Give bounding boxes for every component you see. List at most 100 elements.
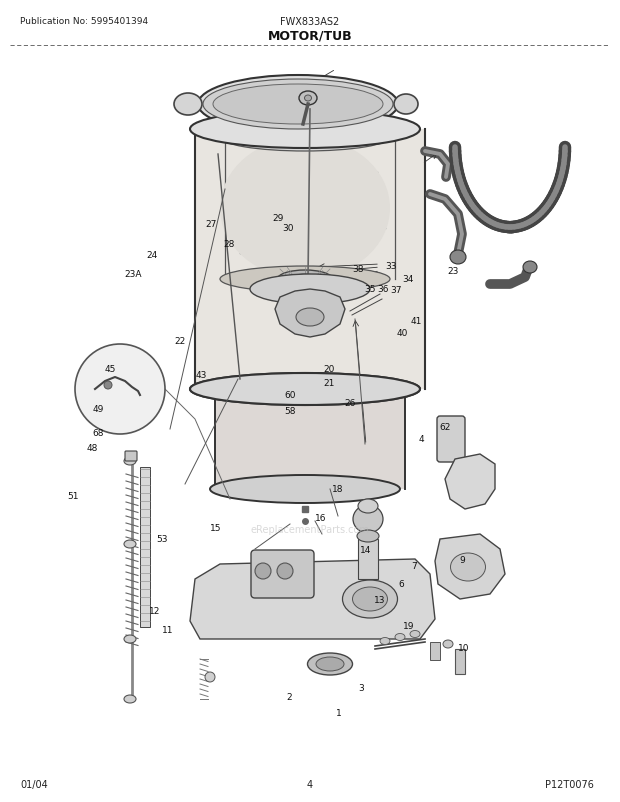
Text: 18: 18 [332,484,343,494]
Ellipse shape [523,261,537,273]
Bar [358,539,378,579]
Bar [215,390,405,489]
Ellipse shape [190,374,420,406]
Ellipse shape [304,96,311,102]
FancyBboxPatch shape [251,550,314,598]
Text: 01/04: 01/04 [20,779,48,789]
Ellipse shape [358,500,378,513]
Text: 51: 51 [68,491,79,500]
Text: 41: 41 [411,316,422,326]
Bar [430,642,440,660]
Ellipse shape [220,124,390,152]
Ellipse shape [124,457,136,465]
Text: 28: 28 [224,240,235,249]
Text: 36: 36 [378,284,389,294]
Bar [455,649,465,674]
Text: 35: 35 [365,284,376,294]
Text: 7: 7 [411,561,417,571]
Text: 37: 37 [390,286,401,295]
Ellipse shape [277,563,293,579]
Ellipse shape [198,76,398,134]
Text: eReplacementParts.com: eReplacementParts.com [250,525,370,534]
Ellipse shape [220,138,390,280]
Ellipse shape [124,541,136,549]
Polygon shape [275,290,345,338]
Text: MOTOR/TUB: MOTOR/TUB [268,30,352,43]
Text: Publication No: 5995401394: Publication No: 5995401394 [20,18,148,26]
Ellipse shape [451,553,485,581]
Text: 53: 53 [157,534,168,544]
Text: 10: 10 [458,643,469,653]
Text: 9: 9 [459,555,465,565]
Ellipse shape [205,672,215,683]
Ellipse shape [213,85,383,125]
Text: 24: 24 [146,250,157,260]
Ellipse shape [218,102,378,148]
Text: 38: 38 [353,264,364,273]
Ellipse shape [124,695,136,703]
Ellipse shape [278,270,332,289]
Ellipse shape [308,653,353,675]
Ellipse shape [443,640,453,648]
Polygon shape [190,559,435,639]
Text: 58: 58 [285,406,296,415]
Text: 23A: 23A [125,269,142,279]
Ellipse shape [299,92,317,106]
Ellipse shape [395,634,405,641]
Text: 4: 4 [418,434,425,444]
Text: 12: 12 [149,606,161,616]
FancyBboxPatch shape [125,452,137,461]
Text: 34: 34 [402,274,414,284]
Ellipse shape [296,309,324,326]
Text: 6: 6 [398,579,404,589]
Polygon shape [435,534,505,599]
Text: P12T0076: P12T0076 [545,779,594,789]
Text: 11: 11 [162,625,173,634]
Ellipse shape [255,563,271,579]
Bar [140,468,150,627]
Circle shape [104,382,112,390]
Ellipse shape [353,505,383,533]
FancyBboxPatch shape [437,416,465,463]
Ellipse shape [174,94,202,115]
Text: 22: 22 [174,336,185,346]
Ellipse shape [353,587,388,611]
Ellipse shape [290,274,320,285]
Text: FWX833AS2: FWX833AS2 [280,17,340,27]
Ellipse shape [357,530,379,542]
Ellipse shape [250,274,370,305]
Ellipse shape [380,638,390,645]
Ellipse shape [124,635,136,643]
Ellipse shape [203,80,393,130]
Circle shape [75,345,165,435]
Text: 30: 30 [283,224,294,233]
Text: 33: 33 [385,261,396,271]
Text: 68: 68 [92,428,104,438]
Text: 2: 2 [286,692,293,702]
Text: 20: 20 [323,364,334,374]
Text: 16: 16 [316,513,327,523]
Ellipse shape [190,111,420,149]
Bar [195,130,425,390]
Text: 21: 21 [323,378,334,387]
Text: 14: 14 [360,545,371,554]
Text: 29: 29 [272,213,283,223]
Text: 19: 19 [404,621,415,630]
Text: 13: 13 [374,595,385,605]
Ellipse shape [316,657,344,671]
Text: 60: 60 [285,390,296,399]
Polygon shape [445,455,495,509]
Ellipse shape [342,581,397,618]
Ellipse shape [394,95,418,115]
Text: 49: 49 [92,404,104,414]
Text: 4: 4 [307,779,313,789]
Text: 27: 27 [205,220,216,229]
Text: 1: 1 [336,708,342,718]
Text: 62: 62 [440,423,451,432]
Text: 23: 23 [447,266,458,276]
Text: 15: 15 [210,523,221,533]
Text: 45: 45 [105,364,116,374]
Ellipse shape [410,630,420,638]
Text: 26: 26 [345,398,356,407]
Ellipse shape [450,251,466,265]
